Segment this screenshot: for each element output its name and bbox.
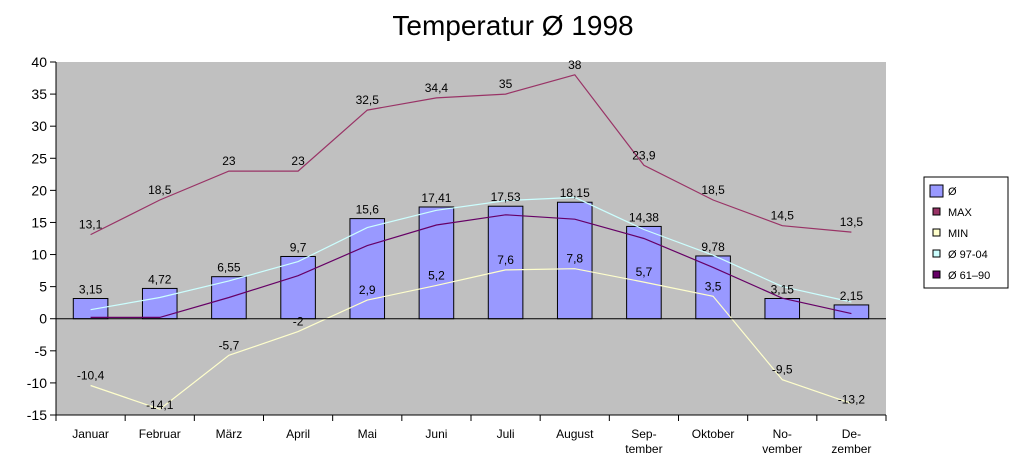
bar-mean-temperature: [280, 255, 316, 320]
x-tick-label: Mai: [358, 427, 377, 441]
legend-label: MAX: [948, 207, 973, 219]
legend: Ø MAX MIN Ø 97-04 Ø 61–90: [923, 176, 1009, 289]
x-tick-label: vember: [762, 442, 802, 456]
x-tick-label: De-: [842, 427, 861, 441]
data-label-min: 7,6: [497, 253, 514, 267]
data-label-max: 13,5: [840, 215, 864, 229]
data-label-mean: 17,41: [421, 191, 451, 205]
x-tick-label: Juli: [497, 427, 515, 441]
data-label-mean: 3,15: [79, 283, 103, 297]
legend-label: Ø 97-04: [948, 249, 988, 261]
data-label-min: 5,7: [636, 265, 653, 279]
data-label-min: 5,2: [428, 268, 445, 282]
plot-area: -15 -10 -5 0 5 10 15 20 25 30 35 40 -10,4 -14,1 -5,7 -2…: [27, 54, 887, 456]
y-tick-label: 20: [31, 182, 47, 198]
data-label-mean: 2,15: [840, 289, 864, 303]
data-label-max: 14,5: [771, 209, 795, 223]
legend-label: Ø 61–90: [948, 270, 990, 282]
y-tick-label: 0: [39, 311, 47, 327]
bar-mean-temperature: [72, 298, 109, 320]
line-max-series: [90, 74, 852, 236]
x-tick-label: Februar: [139, 427, 181, 441]
x-tick-label: No-: [773, 427, 792, 441]
data-label-min: -5,7: [219, 338, 240, 352]
data-label-min: 2,9: [359, 283, 376, 297]
legend-label: Ø: [948, 186, 957, 198]
data-label-mean: 14,38: [629, 210, 659, 224]
y-tick-label: 15: [31, 214, 47, 230]
line-min-series: [90, 268, 852, 410]
data-label-mean: 4,72: [148, 272, 172, 286]
data-label-max: 18,5: [701, 183, 725, 197]
data-label-max: 23: [291, 154, 305, 168]
x-tick-label: zember: [831, 442, 871, 456]
data-label-max: 38: [568, 58, 582, 72]
data-label-mean: 9,78: [701, 240, 725, 254]
data-label-max: 34,4: [425, 81, 449, 95]
bar-mean-temperature: [626, 225, 662, 320]
legend-swatch: [932, 207, 941, 216]
chart-title: Temperatur Ø 1998: [392, 10, 633, 41]
data-label-max: 23,9: [632, 148, 656, 162]
x-tick-label: Oktober: [692, 427, 735, 441]
y-tick-label: -10: [27, 375, 47, 391]
x-tick-label: April: [286, 427, 310, 441]
data-label-min: 7,8: [566, 252, 583, 266]
y-tick-label: 10: [31, 247, 47, 263]
data-label-mean: 18,15: [560, 186, 590, 200]
bar-mean-temperature: [833, 304, 870, 320]
data-label-mean: 9,7: [290, 240, 307, 254]
legend-label: MIN: [948, 228, 968, 240]
data-label-mean: 6,55: [217, 261, 241, 275]
data-label-min: -2: [293, 315, 304, 329]
y-tick-label: 35: [31, 86, 47, 102]
y-tick-label: 30: [31, 118, 47, 134]
data-label-min: -13,2: [838, 392, 866, 406]
x-tick-label: tember: [625, 442, 662, 456]
data-label-max: 32,5: [356, 93, 380, 107]
data-label-max: 23: [222, 154, 236, 168]
data-label-max: 18,5: [148, 183, 172, 197]
data-label-min: -9,5: [772, 363, 793, 377]
y-tick-label: 40: [31, 54, 47, 70]
legend-swatch: [929, 184, 944, 198]
data-label-min: -10,4: [77, 368, 105, 382]
y-tick-label: 25: [31, 150, 47, 166]
data-label-max: 13,1: [79, 218, 103, 232]
data-label-mean: 3,15: [771, 283, 795, 297]
x-tick-label: Juni: [425, 427, 447, 441]
legend-swatch: [932, 270, 941, 279]
y-tick-label: -5: [35, 343, 48, 359]
y-tick-label: 5: [39, 279, 47, 295]
line-97-04-series: [90, 196, 852, 311]
bar-mean-temperature: [695, 255, 731, 320]
bar-mean-temperature: [349, 218, 386, 320]
data-label-max: 35: [499, 77, 513, 91]
legend-swatch: [932, 228, 941, 237]
line-61-90-series: [90, 214, 852, 318]
bar-mean-temperature: [764, 298, 801, 320]
data-label-min: -14,1: [146, 398, 174, 412]
legend-swatch: [932, 249, 941, 258]
plot-background: [56, 62, 886, 415]
x-tick-label: März: [216, 427, 243, 441]
data-label-mean: 15,6: [356, 203, 380, 217]
x-tick-label: Sep-: [631, 427, 656, 441]
x-tick-label: Januar: [72, 427, 109, 441]
x-tick-label: August: [556, 427, 594, 441]
data-label-mean: 17,53: [491, 190, 521, 204]
y-tick-label: -15: [27, 407, 47, 423]
data-label-min: 3,5: [705, 279, 722, 293]
